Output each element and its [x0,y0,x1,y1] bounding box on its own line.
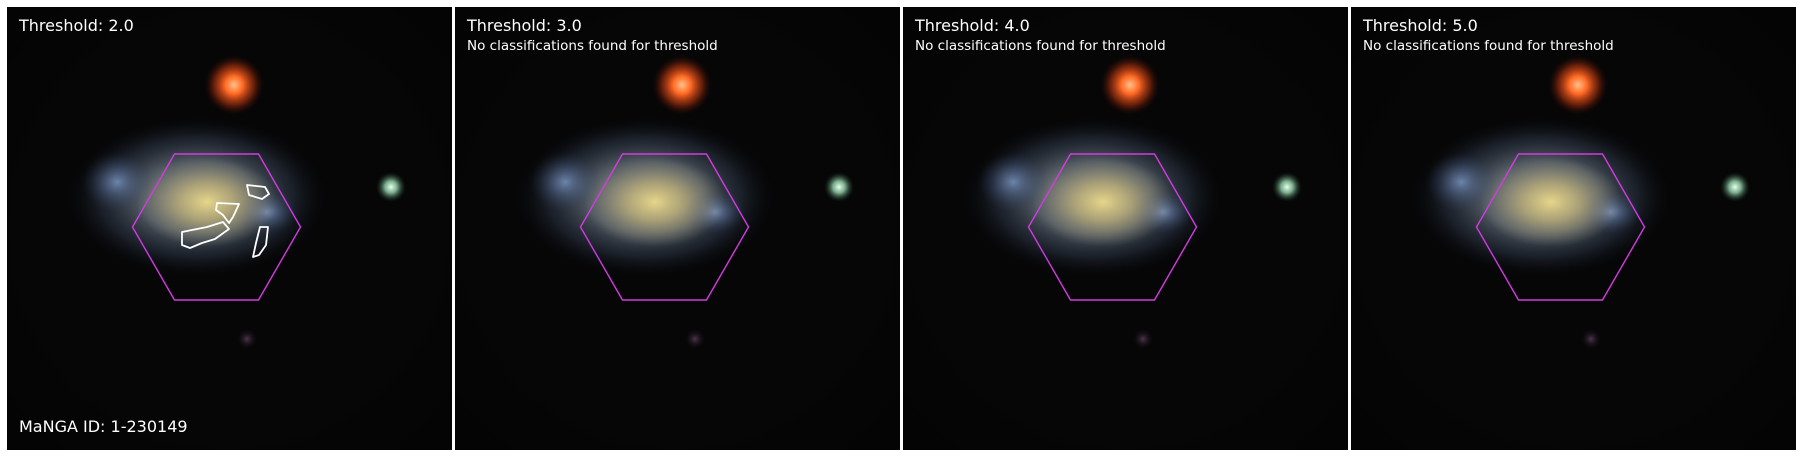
ifu-hexagon [1475,153,1646,301]
manga-id-label: MaNGA ID: 1-230149 [19,417,188,436]
threshold-title: Threshold: 4.0 [915,16,1030,35]
threshold-panel-2: Threshold: 2.0 MaNGA ID: 1-230149 [7,7,452,450]
no-classifications-message: No classifications found for threshold [915,38,1166,54]
ifu-hexagon [1027,153,1198,301]
threshold-title: Threshold: 5.0 [1363,16,1478,35]
threshold-title: Threshold: 3.0 [467,16,582,35]
galaxy-image [7,7,452,450]
classification-contour [181,184,270,258]
threshold-title: Threshold: 2.0 [19,16,134,35]
galaxy-image [903,7,1348,450]
threshold-panel-4: Threshold: 4.0 No classifications found … [903,7,1348,450]
ifu-hexagon [131,153,302,301]
threshold-panel-3: Threshold: 3.0 No classifications found … [455,7,900,450]
no-classifications-message: No classifications found for threshold [467,38,718,54]
galaxy-image [455,7,900,450]
no-classifications-message: No classifications found for threshold [1363,38,1614,54]
threshold-panel-5: Threshold: 5.0 No classifications found … [1351,7,1796,450]
ifu-hexagon [579,153,750,301]
galaxy-image [1351,7,1796,450]
